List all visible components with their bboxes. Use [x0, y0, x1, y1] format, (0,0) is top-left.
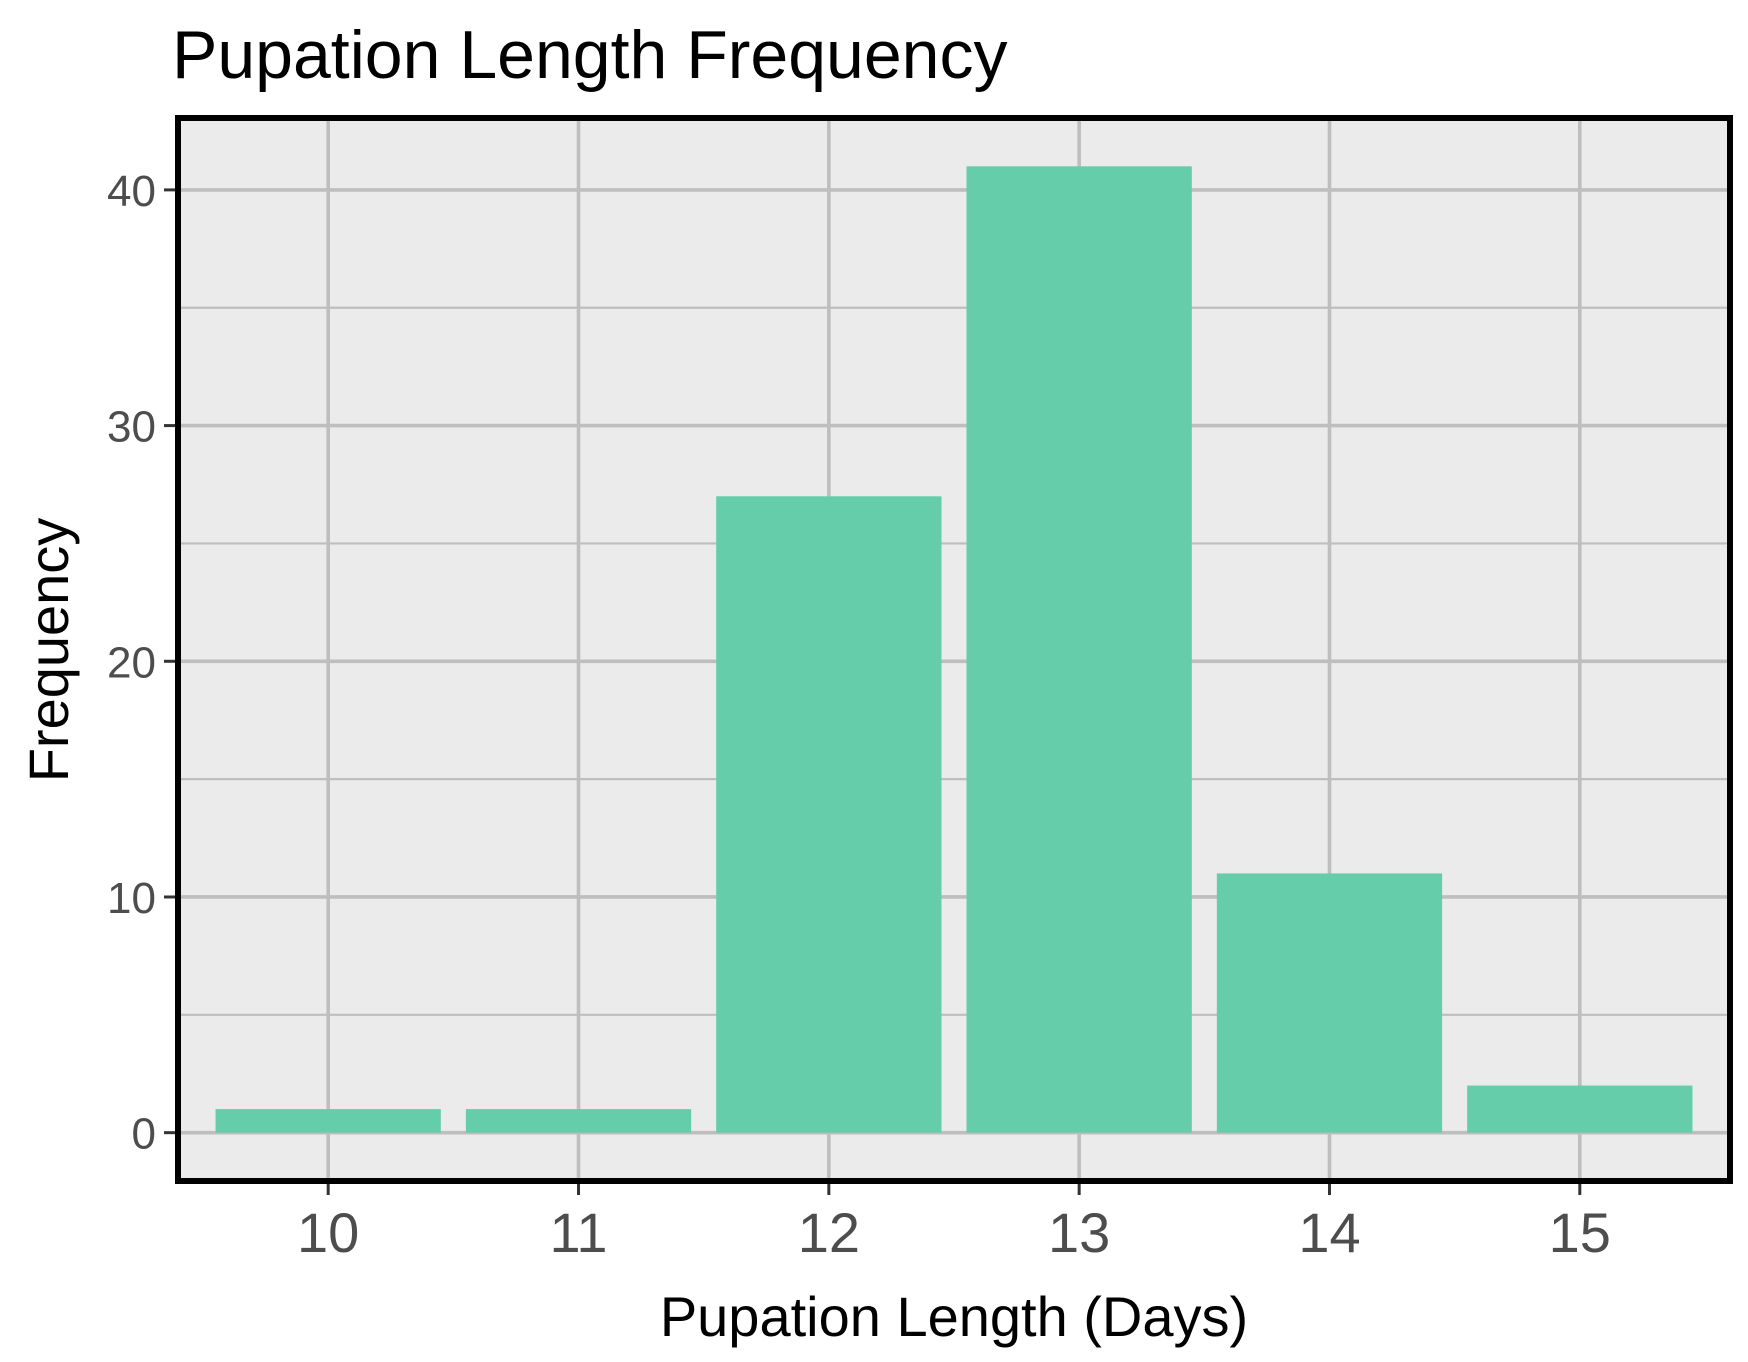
panel-border [175, 115, 1733, 1184]
x-axis-title: Pupation Length (Days) [660, 1285, 1248, 1348]
x-tick-label: 10 [297, 1201, 359, 1264]
x-tick-label: 12 [798, 1201, 860, 1264]
y-tick-label: 40 [107, 167, 156, 216]
bar-11 [465, 1109, 692, 1133]
y-tick-label: 30 [107, 403, 156, 452]
minor-gridlines [178, 306, 1730, 1016]
x-tick-label: 14 [1298, 1201, 1360, 1264]
plot-panel [178, 118, 1730, 1181]
y-tick-label: 10 [107, 874, 156, 923]
bars [215, 166, 1693, 1133]
bar-10 [215, 1109, 441, 1133]
x-axis-ticks: 10 11 12 13 14 15 [297, 1184, 1611, 1264]
y-tick-label: 0 [132, 1110, 156, 1159]
bar-14 [1216, 873, 1443, 1133]
bar-13 [966, 166, 1192, 1133]
y-axis-ticks: 0 10 20 30 40 [107, 167, 175, 1159]
x-tick-label: 11 [549, 1201, 607, 1264]
chart-title: Pupation Length Frequency [172, 17, 1008, 93]
bar-15 [1467, 1085, 1693, 1133]
y-axis-title: Frequency [17, 518, 80, 783]
y-tick-label: 20 [107, 638, 156, 687]
x-tick-label: 15 [1549, 1201, 1611, 1264]
x-tick-label: 13 [1048, 1201, 1110, 1264]
bar-12 [716, 496, 942, 1133]
